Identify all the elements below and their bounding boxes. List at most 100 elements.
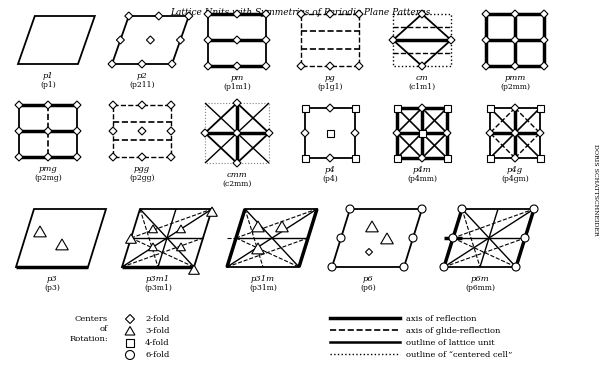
Polygon shape: [301, 129, 309, 137]
Polygon shape: [302, 154, 308, 162]
Text: pg: pg: [325, 74, 335, 82]
Text: outline of “centered cell”: outline of “centered cell”: [406, 351, 512, 359]
Polygon shape: [487, 154, 493, 162]
Polygon shape: [381, 233, 394, 244]
Polygon shape: [155, 12, 163, 20]
Text: (p4): (p4): [322, 175, 338, 183]
Polygon shape: [116, 36, 124, 44]
Polygon shape: [125, 326, 135, 335]
Text: 2-fold: 2-fold: [145, 315, 169, 323]
Circle shape: [440, 263, 448, 271]
Text: DORIS SCHATTSCHNEIDER: DORIS SCHATTSCHNEIDER: [593, 144, 598, 236]
Text: axis of reflection: axis of reflection: [406, 315, 476, 323]
Polygon shape: [185, 12, 193, 20]
Polygon shape: [233, 159, 241, 167]
Polygon shape: [73, 127, 81, 135]
Polygon shape: [297, 62, 305, 70]
Text: outline of lattice unit: outline of lattice unit: [406, 339, 494, 347]
Polygon shape: [352, 154, 359, 162]
Polygon shape: [204, 10, 212, 18]
Polygon shape: [138, 153, 146, 161]
Polygon shape: [366, 221, 379, 232]
Polygon shape: [302, 105, 308, 111]
Polygon shape: [326, 129, 334, 136]
Text: 6-fold: 6-fold: [145, 351, 169, 359]
Text: (p1): (p1): [40, 81, 56, 89]
Polygon shape: [149, 225, 157, 233]
Polygon shape: [252, 221, 265, 232]
Text: p6m: p6m: [470, 275, 490, 283]
Polygon shape: [109, 127, 117, 135]
Polygon shape: [262, 36, 270, 44]
Polygon shape: [73, 153, 81, 161]
Polygon shape: [125, 234, 136, 243]
Polygon shape: [15, 101, 23, 109]
Polygon shape: [418, 62, 426, 70]
Text: pm: pm: [230, 74, 244, 82]
Polygon shape: [511, 154, 519, 162]
Circle shape: [409, 234, 417, 242]
Polygon shape: [419, 129, 425, 136]
Text: 4-fold: 4-fold: [145, 339, 170, 347]
Text: of: of: [100, 325, 108, 333]
Text: (p2mg): (p2mg): [34, 174, 62, 182]
Polygon shape: [233, 129, 241, 137]
Circle shape: [512, 263, 520, 271]
Polygon shape: [326, 10, 334, 18]
Circle shape: [400, 263, 408, 271]
Text: Lattice Units with Symmetries of Periodic Plane Patterns: Lattice Units with Symmetries of Periodi…: [170, 8, 430, 17]
Polygon shape: [168, 60, 176, 68]
Circle shape: [328, 263, 336, 271]
Polygon shape: [536, 105, 544, 111]
Polygon shape: [176, 225, 185, 233]
Polygon shape: [206, 207, 217, 216]
Polygon shape: [262, 62, 270, 70]
Polygon shape: [252, 243, 265, 254]
Polygon shape: [443, 105, 451, 111]
Polygon shape: [138, 60, 146, 68]
Polygon shape: [149, 243, 157, 251]
Text: p4m: p4m: [413, 166, 431, 174]
Polygon shape: [536, 129, 544, 137]
Polygon shape: [487, 105, 493, 111]
Polygon shape: [536, 154, 544, 162]
Polygon shape: [262, 10, 270, 18]
Polygon shape: [482, 62, 490, 70]
Polygon shape: [393, 129, 401, 137]
Polygon shape: [108, 60, 116, 68]
Polygon shape: [233, 99, 241, 107]
Circle shape: [337, 234, 345, 242]
Text: (p4mm): (p4mm): [407, 175, 437, 183]
Text: (p3): (p3): [44, 284, 60, 292]
Text: (c1m1): (c1m1): [409, 83, 436, 91]
Text: p31m: p31m: [251, 275, 275, 283]
Text: Centers: Centers: [75, 315, 108, 323]
Text: (p2gg): (p2gg): [129, 174, 155, 182]
Text: axis of glide-reflection: axis of glide-reflection: [406, 327, 500, 335]
Polygon shape: [486, 129, 494, 137]
Text: cmm: cmm: [227, 171, 247, 179]
Polygon shape: [146, 36, 154, 44]
Text: p3: p3: [47, 275, 58, 283]
Text: (p31m): (p31m): [249, 284, 277, 292]
Polygon shape: [418, 10, 426, 18]
Text: (p211): (p211): [129, 81, 155, 89]
Polygon shape: [394, 154, 401, 162]
Text: p3m1: p3m1: [146, 275, 170, 283]
Polygon shape: [233, 62, 241, 70]
Polygon shape: [176, 36, 184, 44]
Text: (p3m1): (p3m1): [144, 284, 172, 292]
Polygon shape: [265, 129, 273, 137]
Polygon shape: [443, 154, 451, 162]
Polygon shape: [540, 36, 548, 44]
Polygon shape: [511, 62, 519, 70]
Polygon shape: [351, 129, 359, 137]
Polygon shape: [138, 101, 146, 109]
Polygon shape: [418, 104, 426, 112]
Text: (p6mm): (p6mm): [465, 284, 495, 292]
Circle shape: [530, 205, 538, 213]
Text: p1: p1: [43, 72, 53, 80]
Polygon shape: [326, 154, 334, 162]
Polygon shape: [109, 101, 117, 109]
Polygon shape: [511, 36, 519, 44]
